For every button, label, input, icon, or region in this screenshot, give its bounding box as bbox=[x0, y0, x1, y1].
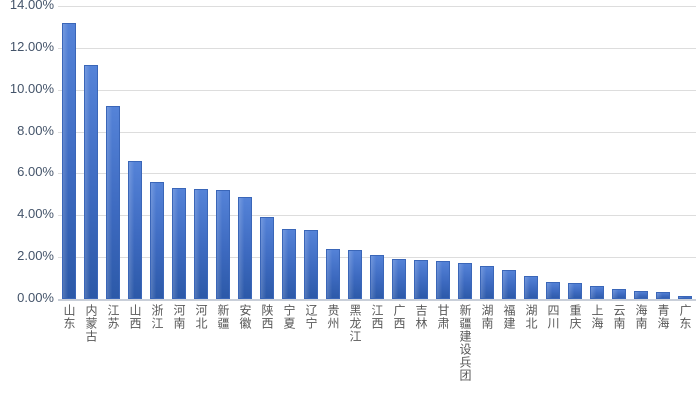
x-axis-tick-label: 黑龙江 bbox=[348, 304, 362, 343]
x-axis-tick-label: 贵州 bbox=[326, 304, 340, 330]
x-axis-tick-label: 四川 bbox=[546, 304, 560, 330]
bar-5 bbox=[150, 182, 164, 299]
x-axis-tick-label: 辽宁 bbox=[304, 304, 318, 330]
bar-23 bbox=[546, 282, 560, 299]
y-axis-tick-label: 2.00% bbox=[17, 248, 54, 263]
bar-22 bbox=[524, 276, 538, 299]
bar-27 bbox=[634, 291, 648, 299]
bar-29 bbox=[678, 296, 692, 299]
bar-15 bbox=[370, 255, 384, 299]
x-axis-tick-label: 安徽 bbox=[238, 304, 252, 330]
bar-1 bbox=[62, 23, 76, 299]
x-axis-tick-label: 陕西 bbox=[260, 304, 274, 330]
y-axis-tick-label: 6.00% bbox=[17, 164, 54, 179]
bar-10 bbox=[260, 217, 274, 299]
gridline bbox=[58, 215, 696, 216]
x-axis-tick-label: 湖北 bbox=[524, 304, 538, 330]
bar-11 bbox=[282, 229, 296, 299]
x-axis-tick-label: 河北 bbox=[194, 304, 208, 330]
bar-12 bbox=[304, 230, 318, 299]
x-axis-tick-label: 江西 bbox=[370, 304, 384, 330]
bar-7 bbox=[194, 189, 208, 299]
x-axis-tick-label: 云南 bbox=[612, 304, 626, 330]
x-axis-tick-label: 福建 bbox=[502, 304, 516, 330]
x-axis-tick-label: 河南 bbox=[172, 304, 186, 330]
bar-14 bbox=[348, 250, 362, 299]
bar-2 bbox=[84, 65, 98, 299]
x-axis-tick-label: 新疆建设兵团 bbox=[458, 304, 472, 382]
x-axis-tick-label: 新疆 bbox=[216, 304, 230, 330]
y-axis-tick-label: 4.00% bbox=[17, 206, 54, 221]
x-axis-tick-label: 广西 bbox=[392, 304, 406, 330]
bar-19 bbox=[458, 263, 472, 299]
bar-4 bbox=[128, 161, 142, 299]
x-axis-line bbox=[58, 299, 696, 301]
bar-8 bbox=[216, 190, 230, 299]
bar-26 bbox=[612, 289, 626, 299]
y-axis-tick-label: 0.00% bbox=[17, 290, 54, 305]
bar-9 bbox=[238, 197, 252, 299]
y-axis-tick-label: 12.00% bbox=[9, 39, 54, 54]
bar-3 bbox=[106, 106, 120, 299]
x-axis-tick-label: 广东 bbox=[678, 304, 692, 330]
x-axis-tick-label: 上海 bbox=[590, 304, 604, 330]
x-axis-tick-label: 甘肃 bbox=[436, 304, 450, 330]
bar-13 bbox=[326, 249, 340, 299]
x-axis-tick-label: 宁夏 bbox=[282, 304, 296, 330]
bar-21 bbox=[502, 270, 516, 299]
gridline bbox=[58, 132, 696, 133]
bar-20 bbox=[480, 266, 494, 299]
gridline bbox=[58, 48, 696, 49]
x-axis-tick-label: 吉林 bbox=[414, 304, 428, 330]
bar-16 bbox=[392, 259, 406, 299]
x-axis-tick-label: 青海 bbox=[656, 304, 670, 330]
gridline bbox=[58, 6, 696, 7]
x-axis-tick-label: 湖南 bbox=[480, 304, 494, 330]
bar-24 bbox=[568, 283, 582, 299]
x-axis-tick-label: 江苏 bbox=[106, 304, 120, 330]
gridline bbox=[58, 90, 696, 91]
x-axis-tick-label: 海南 bbox=[634, 304, 648, 330]
bar-6 bbox=[172, 188, 186, 299]
x-axis-tick-label: 山东 bbox=[62, 304, 76, 330]
x-axis-tick-label: 内蒙古 bbox=[84, 304, 98, 343]
y-axis-tick-label: 14.00% bbox=[9, 0, 54, 12]
x-axis-tick-label: 浙江 bbox=[150, 304, 164, 330]
y-axis-tick-label: 10.00% bbox=[9, 81, 54, 96]
gridline bbox=[58, 173, 696, 174]
x-axis-tick-label: 山西 bbox=[128, 304, 142, 330]
bar-18 bbox=[436, 261, 450, 299]
x-axis-tick-label: 重庆 bbox=[568, 304, 582, 330]
y-axis-tick-label: 8.00% bbox=[17, 123, 54, 138]
bar-25 bbox=[590, 286, 604, 299]
bar-28 bbox=[656, 292, 670, 299]
bar-17 bbox=[414, 260, 428, 299]
